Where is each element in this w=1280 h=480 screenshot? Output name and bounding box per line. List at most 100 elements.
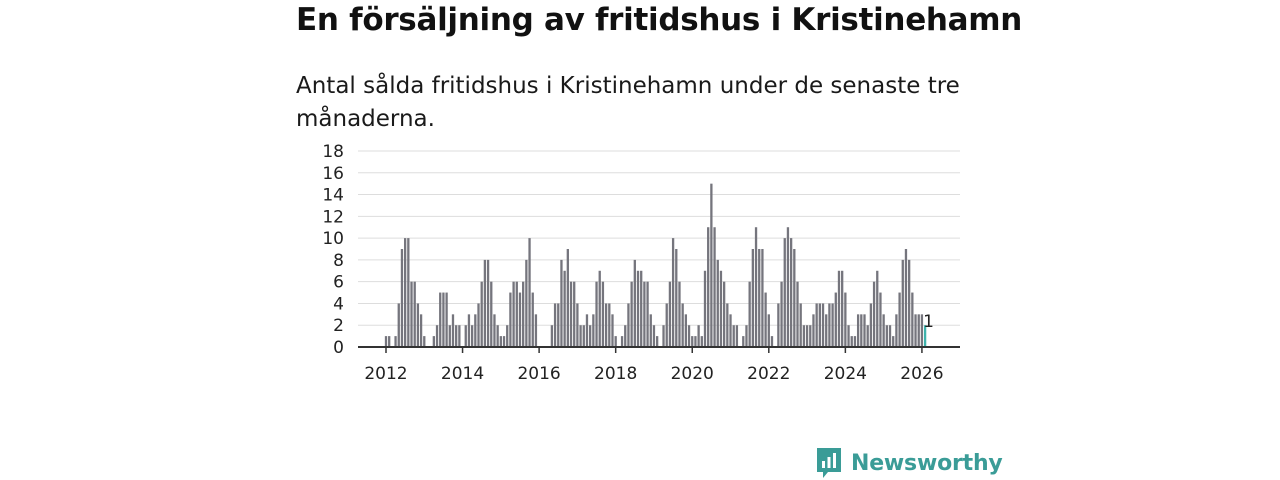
x-tick-label: 2016 [517,364,560,384]
bar [892,336,895,347]
bar [821,303,825,347]
bar [668,281,672,347]
bar [691,336,694,347]
bar [917,314,920,347]
bar [490,281,493,347]
bar [700,336,703,347]
bar [531,292,534,347]
bar [764,292,767,347]
bar [439,292,442,347]
bar [394,336,397,347]
bar [576,303,579,347]
bar [598,270,601,347]
bar [506,325,509,347]
bar [799,303,802,347]
bar [872,281,876,347]
bar [595,281,598,347]
y-tick-label: 16 [322,164,344,184]
bar [726,303,729,347]
bar [611,314,614,347]
bar [432,336,435,347]
bar [608,303,611,347]
bar [656,336,659,347]
gridlines [358,150,960,326]
bar [716,259,719,347]
x-tick-label: 2024 [824,364,867,384]
bar [423,336,426,347]
bar [735,325,739,347]
y-tick-label: 8 [333,251,344,271]
bar [841,270,844,347]
bar [416,303,420,347]
bar [467,314,471,347]
bar [573,281,576,347]
bar [812,314,815,347]
bar [863,314,866,347]
bar [914,314,917,347]
bar [751,249,754,347]
bar [624,325,627,347]
bar [451,314,455,347]
bar [675,249,678,347]
bar [825,314,828,347]
bar [435,325,439,347]
bar [388,336,391,347]
bar [384,336,388,347]
bar [904,249,908,347]
bar [665,303,668,347]
bar [649,314,652,347]
bar [419,314,423,347]
bar [636,270,640,347]
bar [560,259,563,347]
bar [783,238,786,347]
x-tick-label: 2014 [441,364,484,384]
bar [486,259,490,347]
bar [777,303,780,347]
bar [831,303,834,347]
bar [722,281,726,347]
bar [719,270,723,347]
y-tick-label: 14 [322,186,344,206]
bar [413,281,416,347]
y-tick-label: 12 [322,207,344,227]
bar [582,325,585,347]
bar [464,325,467,347]
bar [828,303,831,347]
bar [480,281,483,347]
bar [837,270,841,347]
bar [694,336,697,347]
bar [860,314,863,347]
bar [604,303,608,347]
bar [866,325,869,347]
y-tick-label: 6 [333,273,344,293]
bar [850,336,853,347]
bar [410,281,413,347]
bar [579,325,582,347]
bar [758,249,761,347]
annotations: 1 [923,312,934,332]
bar [809,325,812,347]
bar [614,336,617,347]
page-subtitle: Antal sålda fritidshus i Kristinehamn un… [296,73,960,132]
bar [477,303,480,347]
bar [895,314,898,347]
bar [742,336,745,347]
bar [592,314,595,347]
bar [732,325,735,347]
bar [879,292,882,347]
bar [397,303,400,347]
bar [761,249,764,347]
bar [534,314,538,347]
bars [384,183,927,347]
bar [898,292,901,347]
brand-name: Newsworthy [851,450,1003,476]
bar [923,325,927,347]
bar [729,314,732,347]
bar [470,325,474,347]
bar [687,325,691,347]
bar [815,303,818,347]
bar [834,292,837,347]
bar [566,249,569,347]
bar-value-label: 1 [923,312,934,332]
